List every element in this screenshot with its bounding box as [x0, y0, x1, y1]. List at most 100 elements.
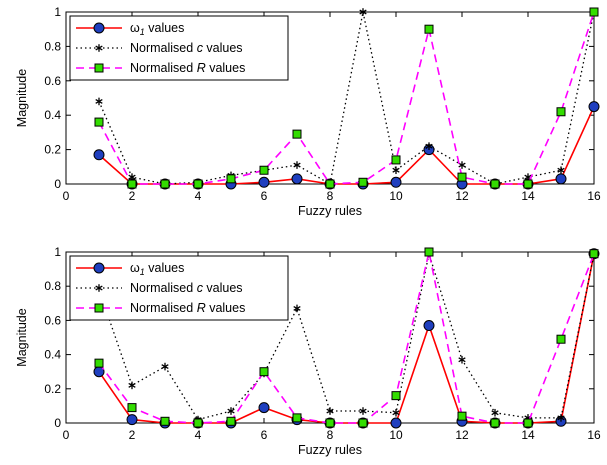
- data-point: [94, 358, 104, 368]
- data-point: [259, 165, 269, 175]
- legend-box: [69, 255, 289, 321]
- data-point: [93, 149, 105, 161]
- data-point: [457, 411, 467, 421]
- y-tick-label: 1: [54, 245, 61, 259]
- y-tick-label: 0.2: [44, 143, 61, 157]
- data-point: [589, 7, 599, 17]
- y-tick-label: 0: [54, 177, 61, 191]
- data-point: [193, 179, 203, 189]
- x-tick-label: 0: [63, 428, 70, 442]
- x-tick-label: 2: [129, 428, 136, 442]
- series-3: [94, 247, 599, 428]
- data-point: [226, 416, 236, 426]
- legend: ω1 values Normalised c values Normalised R…: [69, 15, 289, 81]
- series-line: [98, 11, 595, 185]
- data-point: [556, 334, 566, 344]
- data-point: [490, 418, 500, 428]
- x-tick-label: 8: [327, 189, 334, 203]
- legend-marker: [94, 63, 104, 73]
- x-tick-label: 16: [587, 428, 601, 442]
- data-point: [424, 24, 434, 34]
- data-point: [423, 320, 435, 332]
- series-3: [94, 7, 599, 189]
- x-tick-label: 14: [521, 189, 535, 203]
- legend-label-1: Normalised c values: [130, 281, 243, 295]
- data-point: [392, 166, 400, 175]
- y-tick-label: 0.6: [44, 74, 61, 88]
- legend-label-0: ω1 values: [130, 21, 184, 37]
- data-point: [391, 155, 401, 165]
- x-tick-label: 12: [455, 428, 469, 442]
- legend-label-2: Normalised R values: [130, 61, 245, 75]
- x-axis-label: Fuzzy rules: [298, 204, 362, 218]
- data-point: [523, 418, 533, 428]
- data-point: [126, 414, 138, 426]
- data-point: [424, 247, 434, 257]
- data-point: [127, 179, 137, 189]
- x-tick-label: 16: [587, 189, 601, 203]
- data-point: [358, 418, 368, 428]
- data-point: [326, 407, 334, 415]
- data-point: [193, 418, 203, 428]
- y-tick-label: 0.8: [44, 279, 61, 293]
- data-point: [588, 101, 600, 113]
- data-point: [390, 176, 402, 188]
- legend: ω1 values Normalised c values Normalised R…: [69, 255, 289, 321]
- legend-box: [69, 15, 289, 81]
- data-point: [293, 161, 301, 169]
- x-tick-label: 0: [63, 189, 70, 203]
- x-tick-label: 12: [455, 189, 469, 203]
- data-point: [127, 403, 137, 413]
- data-point: [523, 179, 533, 189]
- legend-label-1: Normalised c values: [130, 41, 243, 55]
- legend-marker: [93, 262, 105, 274]
- x-tick-label: 6: [261, 189, 268, 203]
- data-point: [325, 179, 335, 189]
- data-point: [557, 166, 565, 175]
- x-tick-label: 4: [195, 189, 202, 203]
- data-point: [458, 161, 466, 169]
- data-point: [128, 381, 136, 390]
- data-point: [390, 417, 402, 429]
- data-point: [160, 416, 170, 426]
- data-point: [458, 355, 466, 364]
- y-axis-label: Magnitude: [15, 69, 29, 127]
- y-tick-label: 1: [54, 5, 61, 19]
- data-point: [258, 176, 270, 188]
- data-point: [292, 129, 302, 139]
- y-tick-label: 0: [54, 416, 61, 430]
- data-point: [226, 174, 236, 184]
- x-tick-label: 6: [261, 428, 268, 442]
- data-point: [556, 107, 566, 117]
- legend-marker: [93, 22, 105, 34]
- y-tick-label: 0.4: [44, 108, 61, 122]
- data-point: [259, 367, 269, 377]
- data-point: [457, 172, 467, 182]
- legend-label-0: ω1 values: [130, 261, 184, 277]
- legend-marker: [95, 284, 103, 292]
- data-point: [555, 173, 567, 185]
- x-axis-label: Fuzzy rules: [298, 443, 362, 457]
- data-point: [392, 408, 400, 417]
- data-point: [258, 402, 270, 414]
- y-tick-label: 0.8: [44, 39, 61, 53]
- data-point: [160, 179, 170, 189]
- data-point: [94, 117, 104, 127]
- data-point: [291, 173, 303, 185]
- y-tick-label: 0.6: [44, 313, 61, 327]
- data-point: [359, 407, 367, 415]
- data-point: [391, 391, 401, 401]
- chart-panel-2: 0 2 4 6 8 10 12 14 16 0 0.2 0.4 0.6 0.8 1 Fuzzy rules Ma…: [15, 245, 601, 457]
- legend-label-2: Normalised R values: [130, 301, 245, 315]
- data-point: [589, 249, 599, 259]
- data-point: [359, 8, 367, 16]
- data-point: [425, 142, 433, 150]
- x-tick-label: 14: [521, 428, 535, 442]
- data-point: [161, 362, 169, 371]
- y-tick-label: 0.4: [44, 348, 61, 362]
- data-point: [95, 97, 103, 106]
- data-point: [491, 408, 499, 417]
- x-tick-label: 4: [195, 428, 202, 442]
- x-tick-label: 8: [327, 428, 334, 442]
